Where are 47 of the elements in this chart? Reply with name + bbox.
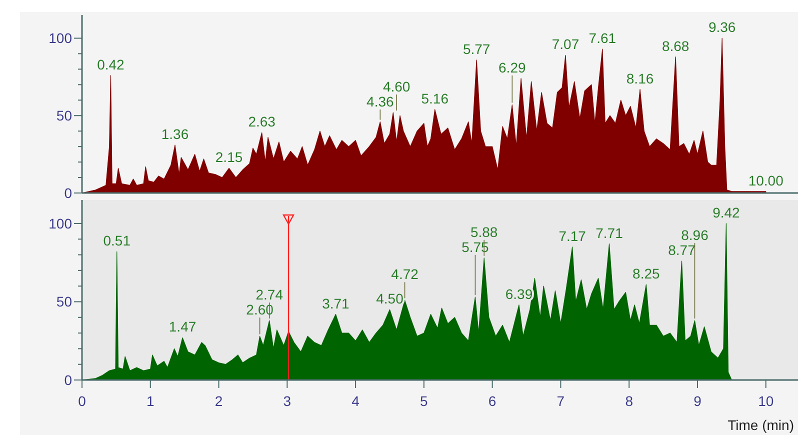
x-tick-label: 10 [758,393,774,409]
annotation: 8.25 [632,266,660,282]
annotation: 7.07 [552,36,580,52]
y-tick-label: 50 [56,108,72,124]
y-tick-label: 0 [64,372,72,388]
annotation: 4.60 [382,78,410,95]
annotation: 10.00 [748,172,784,188]
annotation: 7.71 [596,224,624,241]
annotation: 5.88 [470,224,498,240]
annotation: 9.42 [712,204,740,220]
x-tick-label: 5 [420,393,428,409]
annotation: 1.47 [168,318,196,335]
annotation: 2.74 [256,286,284,303]
x-tick-label: 0 [78,393,86,409]
annotation: 5.16 [421,90,449,106]
x-tick-label: 3 [283,393,292,409]
annotation: 9.36 [708,19,736,36]
x-tick-label: 7 [556,393,565,409]
annotation: 6.29 [498,59,526,76]
annotation: 4.50 [376,290,404,307]
annotation: 7.17 [558,228,586,244]
annotation: 7.61 [588,30,616,46]
annotation: 6.39 [505,286,533,302]
x-tick-label: 2 [214,393,223,409]
x-tick-label: 1 [146,393,154,409]
x-tick-label: 8 [625,393,634,409]
annotation: 4.36 [366,94,394,110]
annotation: 5.77 [462,40,490,57]
x-tick-label: 4 [352,393,360,409]
annotation: 0.42 [97,56,125,72]
y-tick-label: 100 [48,30,72,46]
annotation: 2.63 [248,114,276,130]
annotation: 8.77 [668,242,696,258]
annotation: 1.36 [161,126,189,142]
annotation: 8.16 [626,70,654,86]
annotation: 4.72 [391,266,419,282]
annotation: 3.71 [322,295,350,312]
annotation: 8.68 [662,38,690,54]
y-tick-label: 0 [64,184,72,201]
annotation: 2.15 [215,149,243,166]
annotation: 8.96 [681,227,709,244]
x-tick-label: 6 [488,393,496,409]
annotation: 0.51 [103,232,131,249]
y-tick-label: 50 [56,294,72,310]
x-tick-label: 9 [694,393,702,409]
y-tick-label: 100 [48,215,72,232]
x-axis-title: Time (min) [728,417,794,433]
